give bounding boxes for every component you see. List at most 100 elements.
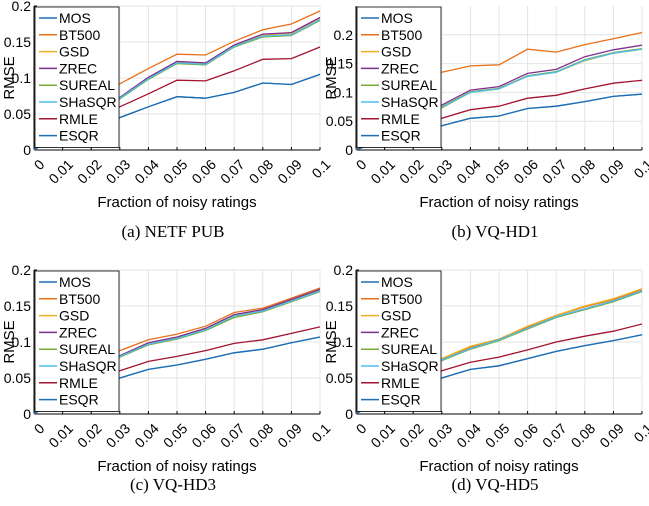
legend-label: BT500 [381,27,422,43]
x-tick-label: 0 [353,420,370,437]
x-tick-label: 0.05 [482,420,513,451]
legend-label: SUREAL [381,341,437,357]
legend-label: SUREAL [59,77,115,93]
x-tick-label: 0.04 [453,420,484,451]
y-tick-label: 0.1 [334,84,354,100]
x-tick-label: 0.03 [103,156,134,187]
x-tick-label: 0.06 [510,156,541,187]
x-tick-label: 0.1 [630,420,649,445]
legend-label: GSD [59,308,89,324]
legend-label: MOS [381,10,413,26]
x-axis-label: Fraction of noisy ratings [419,458,578,475]
legend-label: SHaSQR [59,358,117,374]
legend-box [356,270,442,412]
chart-panel-a: 00.050.10.150.200.010.020.030.040.050.06… [1,0,334,241]
y-tick-label: 0.05 [326,370,353,386]
x-tick-label: 0.04 [131,156,162,187]
y-tick-label: 0.15 [326,298,353,314]
x-tick-label: 0.09 [274,156,305,187]
legend-label: ZREC [381,60,419,76]
x-tick-label: 0 [31,156,48,173]
x-tick-label: 0 [353,156,370,173]
legend-box [356,6,442,148]
chart-panel-b: 00.050.10.150.200.010.020.030.040.050.06… [323,6,649,241]
legend-box [34,6,120,148]
x-tick-label: 0.04 [453,156,484,187]
legend-label: MOS [59,10,91,26]
y-tick-label: 0.15 [4,298,31,314]
legend-label: ZREC [59,324,97,340]
legend-label: GSD [381,44,411,60]
y-tick-label: 0.1 [12,334,32,350]
y-tick-label: 0.1 [12,70,32,86]
legend-label: SHaSQR [59,94,117,110]
x-tick-label: 0.08 [246,420,277,451]
legend-label: ESQR [381,392,421,408]
y-tick-label: 0.2 [334,262,354,278]
x-tick-label: 0.02 [74,420,105,451]
y-axis-label: RMSE [323,320,340,363]
legend-label: ZREC [59,60,97,76]
x-tick-label: 0.07 [217,156,248,187]
y-tick-label: 0.2 [12,0,32,14]
legend-label: RMLE [59,375,98,391]
chart-caption: (b) VQ-HD1 [451,222,538,241]
legend-label: GSD [59,44,89,60]
y-tick-label: 0 [345,142,353,158]
legend-label: SHaSQR [381,358,439,374]
x-tick-label: 0.08 [568,420,599,451]
y-tick-label: 0.2 [12,262,32,278]
x-tick-label: 0.07 [539,420,570,451]
chart-caption: (c) VQ-HD3 [130,475,216,494]
x-tick-label: 0.1 [308,420,333,445]
x-tick-label: 0.05 [482,156,513,187]
x-tick-label: 0.06 [510,420,541,451]
legend-label: RMLE [59,111,98,127]
legend-label: BT500 [381,291,422,307]
x-tick-label: 0.01 [367,156,398,187]
x-tick-label: 0.04 [131,420,162,451]
x-tick-label: 0.02 [396,420,427,451]
x-tick-label: 0.1 [308,156,333,181]
legend-label: BT500 [59,27,100,43]
legend-label: MOS [381,274,413,290]
y-tick-label: 0.2 [334,27,354,43]
y-axis-label: RMSE [1,320,18,363]
legend-label: RMLE [381,111,420,127]
x-tick-label: 0.1 [630,156,649,181]
x-tick-label: 0.07 [539,156,570,187]
y-tick-label: 0.15 [326,56,353,72]
y-tick-label: 0 [345,406,353,422]
chart-caption: (a) NETF PUB [122,222,225,241]
y-tick-label: 0.05 [4,106,31,122]
x-tick-label: 0.01 [45,420,76,451]
legend-label: ZREC [381,324,419,340]
x-axis-label: Fraction of noisy ratings [419,194,578,211]
legend-label: BT500 [59,291,100,307]
x-tick-label: 0.08 [246,156,277,187]
x-tick-label: 0.02 [74,156,105,187]
y-axis-label: RMSE [323,56,340,99]
x-tick-label: 0.03 [103,420,134,451]
legend-label: SUREAL [381,77,437,93]
x-tick-label: 0.07 [217,420,248,451]
legend-label: SUREAL [59,341,115,357]
x-tick-label: 0.08 [568,156,599,187]
y-tick-label: 0.05 [326,113,353,129]
x-tick-label: 0.01 [45,156,76,187]
x-axis-label: Fraction of noisy ratings [97,194,256,211]
legend-label: ESQR [59,392,99,408]
legend-label: SHaSQR [381,94,439,110]
legend-box [34,270,120,412]
x-tick-label: 0.02 [396,156,427,187]
x-tick-label: 0.05 [160,156,191,187]
legend-label: RMLE [381,375,420,391]
x-tick-label: 0.09 [596,420,627,451]
legend-label: ESQR [59,128,99,144]
chart-caption: (d) VQ-HD5 [451,475,538,494]
x-tick-label: 0.09 [596,156,627,187]
x-tick-label: 0.06 [188,420,219,451]
legend-label: MOS [59,274,91,290]
x-tick-label: 0.03 [425,156,456,187]
